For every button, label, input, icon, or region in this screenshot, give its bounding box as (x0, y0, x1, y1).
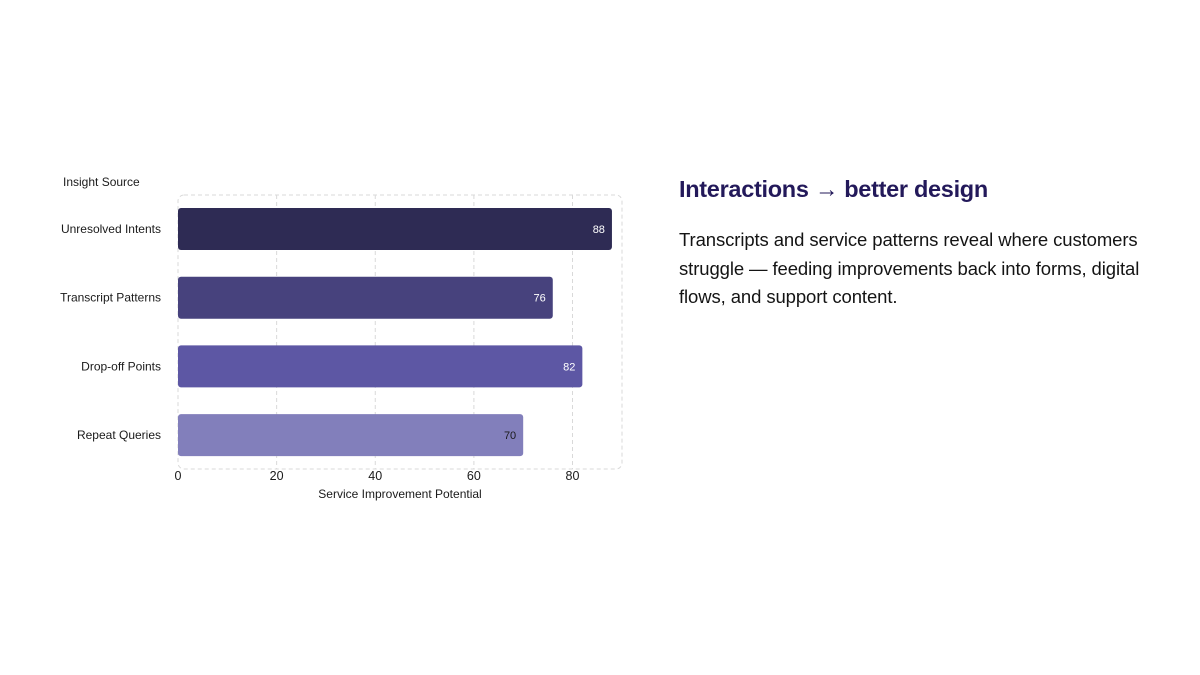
insight-panel: Interactions → better design Transcripts… (679, 172, 1159, 312)
panel-headline: Interactions → better design (679, 176, 988, 202)
category-label: Drop-off Points (81, 359, 161, 373)
x-tick-label: 60 (467, 469, 481, 483)
x-axis-ticks: 0 20 40 60 80 (175, 469, 580, 483)
bars (178, 208, 612, 457)
x-tick-label: 20 (270, 469, 284, 483)
category-labels: Unresolved Intents Transcript Patterns Dro… (60, 222, 161, 442)
category-label: Transcript Patterns (60, 291, 161, 305)
value-label: 70 (504, 430, 516, 442)
x-axis-title: Service Improvement Potential (318, 487, 481, 501)
x-tick-label: 80 (566, 469, 580, 483)
bar-repeat-queries (178, 414, 524, 457)
value-labels: 88 76 82 70 (504, 224, 605, 442)
bar-drop-off-points (178, 345, 583, 388)
panel-body: Transcripts and service patterns reveal … (679, 229, 1140, 308)
plot-area-frame (177, 194, 623, 470)
value-label: 88 (593, 224, 605, 236)
y-axis-title: Insight Source (63, 175, 140, 189)
x-tick-label: 0 (175, 469, 182, 483)
bar-unresolved-intents (178, 208, 612, 250)
x-tick-label: 40 (368, 469, 382, 483)
category-label: Repeat Queries (77, 428, 161, 442)
value-label: 76 (534, 293, 546, 305)
bar-transcript-patterns (178, 276, 553, 319)
category-label: Unresolved Intents (61, 222, 161, 236)
value-label: 82 (563, 361, 575, 373)
